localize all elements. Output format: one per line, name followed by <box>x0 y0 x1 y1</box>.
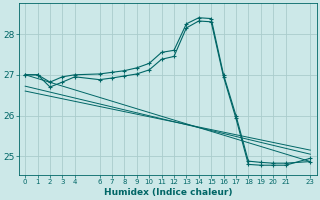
X-axis label: Humidex (Indice chaleur): Humidex (Indice chaleur) <box>104 188 232 197</box>
